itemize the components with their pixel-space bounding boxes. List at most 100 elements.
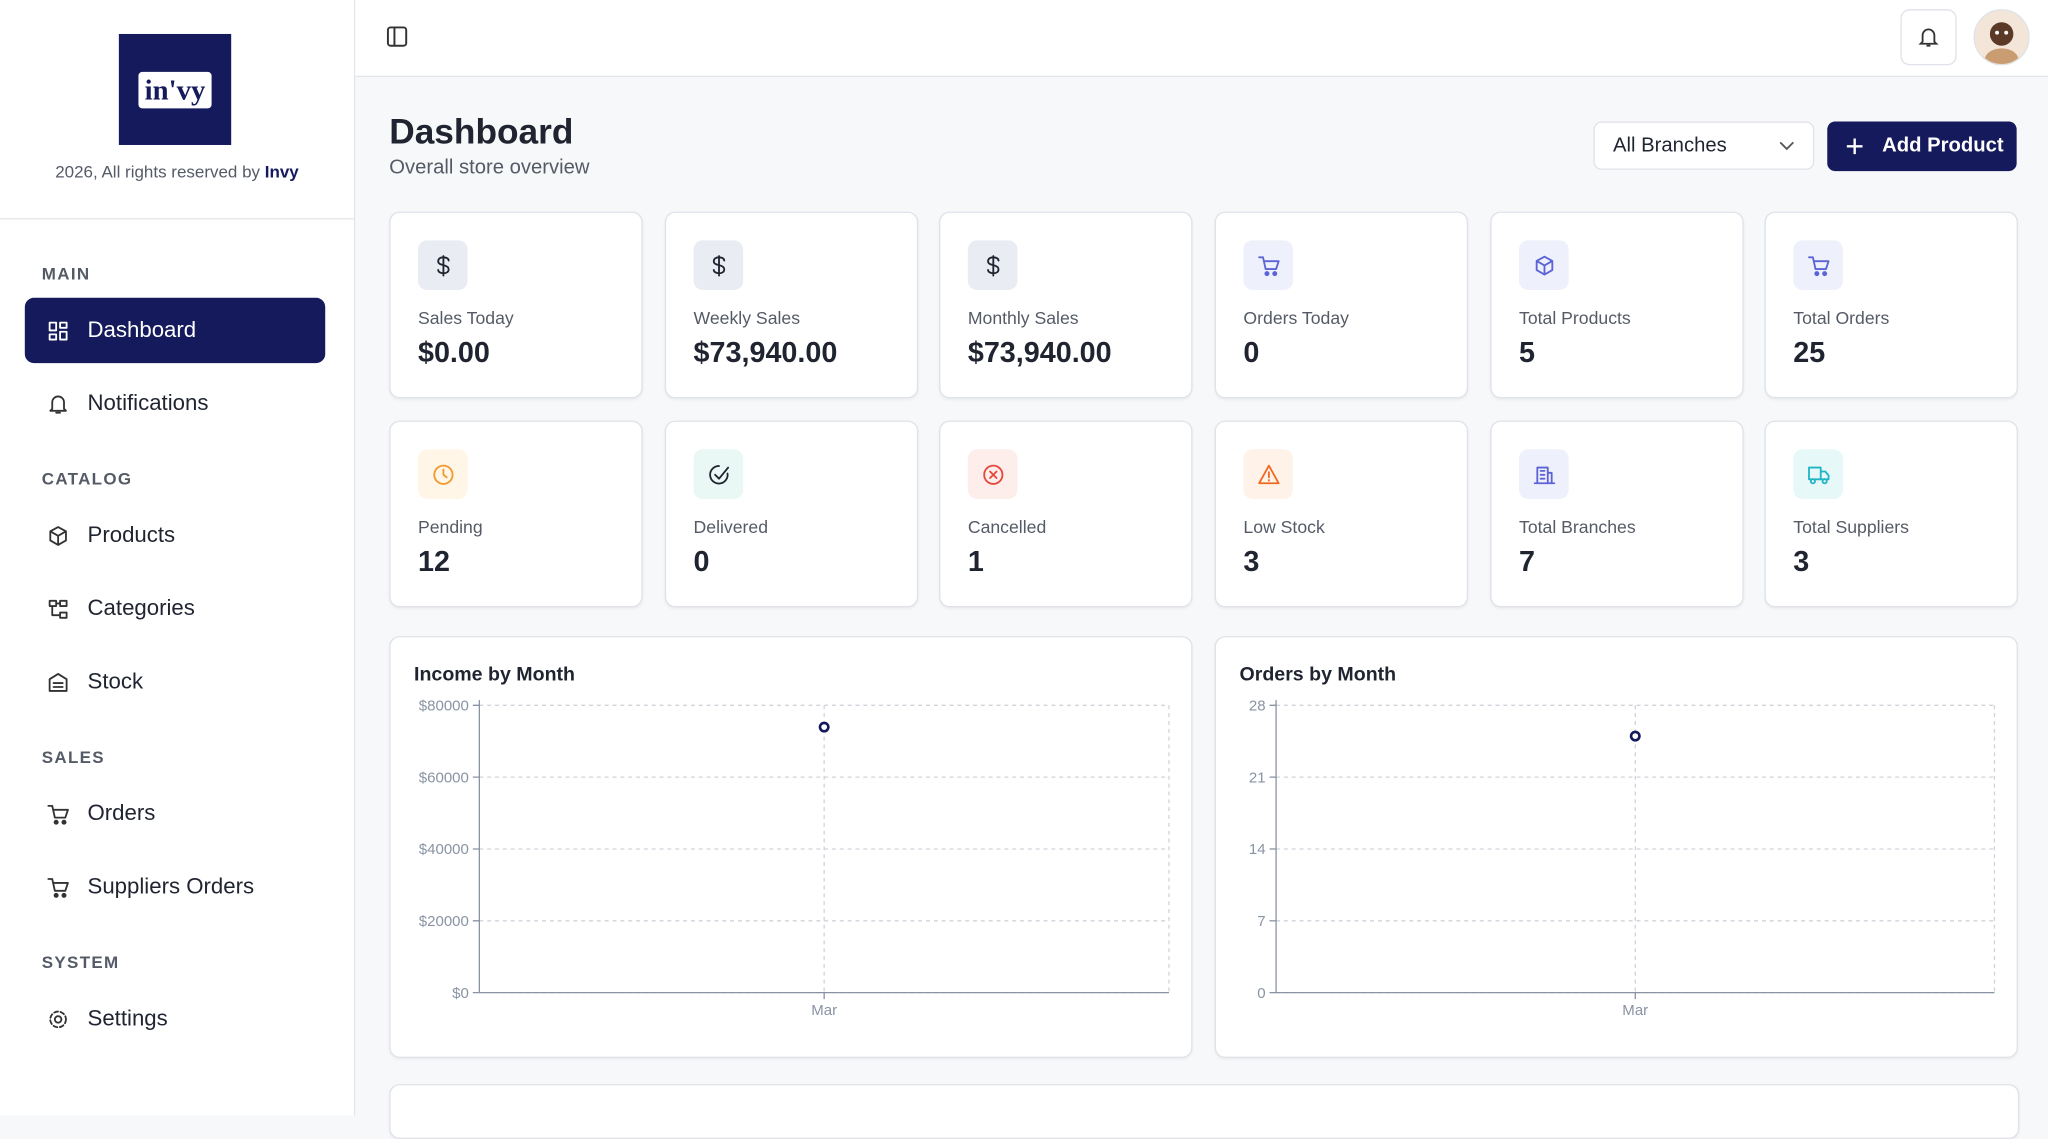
chart-card: Income by Month $0 $20000 $40000 $60000 $8000… [389, 636, 1193, 1058]
stat-card: Sales Today $0.00 [389, 211, 643, 399]
stat-value: 0 [1243, 335, 1260, 369]
sidebar-toggle[interactable] [386, 26, 408, 47]
page-subtitle: Overall store overview [389, 156, 590, 179]
nav-item-label: Orders [87, 800, 156, 826]
chart-title: Income by Month [414, 663, 575, 685]
stat-label: Weekly Sales [693, 308, 801, 328]
avatar[interactable] [1973, 9, 2030, 66]
topbar [355, 0, 2048, 78]
logo-text: in'vy [138, 71, 212, 108]
icon [982, 464, 1003, 485]
stat-card: Low Stock 3 [1214, 420, 1469, 608]
icon [1533, 466, 1555, 484]
stat-label: Total Orders [1793, 308, 1890, 328]
y-tick-label: $40000 [419, 841, 469, 858]
stat-icon [693, 240, 744, 290]
nav-item[interactable]: Orders [25, 781, 325, 846]
icon [436, 254, 449, 276]
stat-value: $73,940.00 [967, 335, 1112, 369]
nav-item[interactable]: Settings [25, 986, 325, 1051]
stat-icon [1793, 449, 1843, 499]
nav-item[interactable]: Categories [25, 576, 325, 641]
copyright-text: 2026, All rights reserved by [55, 161, 261, 182]
nav-item[interactable]: Notifications [25, 371, 325, 436]
stat-label: Total Branches [1519, 517, 1636, 537]
nav-icon [48, 599, 68, 619]
icon [712, 254, 725, 276]
stat-label: Total Products [1519, 308, 1631, 328]
stat-value: 3 [1243, 544, 1260, 578]
chart: Orders by Month 0 7 14 21 28 Mar [1240, 663, 1996, 1019]
stat-label: Sales Today [417, 308, 514, 328]
nav-icon [47, 877, 69, 898]
point [818, 721, 830, 733]
branch-select[interactable]: All Branches [1593, 121, 1815, 170]
y-tick-label: $80000 [419, 698, 469, 715]
stat-icon [1519, 449, 1569, 499]
stat-card: Total Suppliers 3 [1764, 420, 2018, 608]
stat-icon [693, 449, 744, 499]
icon [432, 464, 453, 485]
chart-card: Orders by Month 0 7 14 21 28 Mar [1214, 636, 2018, 1058]
nav-item[interactable]: Stock [25, 649, 325, 714]
nav-item-label: Categories [87, 595, 195, 621]
stat-value: 3 [1793, 544, 1810, 578]
stat-value: 1 [967, 544, 984, 578]
stat-value: 7 [1519, 544, 1536, 578]
stat-card: Delivered 0 [664, 420, 919, 608]
stat-card: Cancelled 1 [939, 420, 1193, 608]
nav-item[interactable]: Products [25, 503, 325, 568]
y-tick-label: $60000 [419, 769, 469, 786]
logo: in'vy [118, 33, 232, 145]
stat-label: Monthly Sales [967, 308, 1079, 328]
y-tick-label: 21 [1249, 769, 1266, 786]
divider [0, 218, 354, 220]
stat-label: Cancelled [967, 517, 1047, 537]
x-tick-label: Mar [1622, 1002, 1648, 1019]
stat-value: 12 [417, 544, 450, 578]
y-tick-label: 0 [1257, 985, 1265, 1002]
nav-section-title: CATALOG [41, 468, 133, 489]
nav-item-label: Suppliers Orders [87, 873, 255, 899]
nav-item-label: Notifications [87, 390, 209, 416]
page-title: Dashboard [389, 112, 574, 152]
stat-label: Total Suppliers [1793, 517, 1909, 537]
stat-icon [967, 240, 1018, 290]
stat-card: Total Branches 7 [1490, 420, 1744, 608]
notifications-button[interactable] [1900, 9, 1957, 66]
chart-title: Orders by Month [1240, 663, 1397, 685]
nav-section-title: SYSTEM [41, 952, 120, 972]
stat-card: Total Products 5 [1490, 211, 1744, 399]
y-tick-label: $0 [452, 985, 469, 1002]
stat-value: 25 [1793, 335, 1826, 369]
stat-value: $0.00 [417, 335, 490, 369]
y-tick-label: 7 [1257, 913, 1265, 930]
y-tick-label: 28 [1249, 698, 1266, 715]
point [1629, 730, 1641, 742]
nav-icon [48, 672, 68, 692]
sidebar: in'vy 2026, All rights reserved by Invy … [0, 0, 356, 1116]
stat-icon [1243, 449, 1294, 499]
stat-value: 5 [1519, 335, 1536, 369]
nav-item-label: Settings [87, 1005, 168, 1031]
nav-section-title: SALES [41, 747, 105, 767]
x-tick-label: Mar [811, 1002, 837, 1019]
stat-label: Delivered [693, 517, 769, 537]
nav-item-label: Dashboard [87, 317, 197, 343]
stat-label: Low Stock [1243, 517, 1325, 537]
nav-section-title: MAIN [41, 263, 91, 284]
copyright: 2026, All rights reserved by Invy [0, 162, 354, 182]
stat-card: Weekly Sales $73,940.00 [664, 211, 919, 399]
add-product-button[interactable]: Add Product [1827, 121, 2017, 172]
nav-item[interactable]: Suppliers Orders [25, 854, 325, 919]
nav-item[interactable]: Dashboard [24, 297, 326, 364]
icon [1257, 255, 1279, 276]
branch-select-text: All Branches [1613, 133, 1727, 157]
nav-icon [47, 804, 69, 825]
chart: Income by Month $0 $20000 $40000 $60000 $8000… [414, 663, 1170, 1019]
icon [708, 464, 729, 484]
icon [1535, 255, 1553, 275]
stat-icon [967, 449, 1018, 499]
